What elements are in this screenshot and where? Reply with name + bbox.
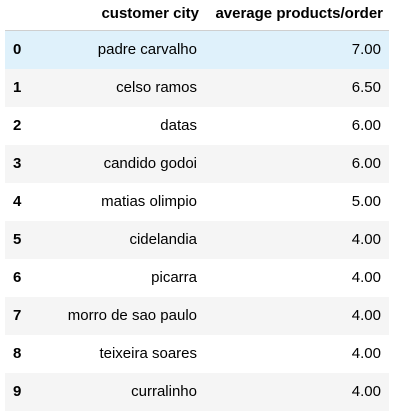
table-row: 3 candido godoi 6.00 (5, 145, 389, 183)
table-row: 7 morro de sao paulo 4.00 (5, 297, 389, 335)
average-products-cell: 5.00 (351, 193, 381, 210)
customer-city-cell: datas (160, 117, 197, 134)
customer-city-cell: curralinho (131, 383, 197, 400)
table-row: 4 matias olimpio 5.00 (5, 183, 389, 221)
customer-city-cell: padre carvalho (97, 41, 197, 58)
customer-city-cell: matias olimpio (101, 193, 197, 210)
table-row: 9 curralinho 4.00 (5, 373, 389, 411)
average-products-cell: 6.50 (351, 79, 381, 96)
column-header-average-products-order: average products/order (205, 0, 389, 31)
dataframe-table: customer city average products/order 0 p… (5, 0, 389, 411)
table-body: 0 padre carvalho 7.00 1 celso ramos 6.50… (5, 30, 389, 411)
row-index: 9 (13, 383, 22, 400)
table-row: 8 teixeira soares 4.00 (5, 335, 389, 373)
average-products-cell: 4.00 (351, 383, 381, 400)
table-header: customer city average products/order (5, 0, 389, 31)
column-header-customer-city: customer city (41, 0, 205, 31)
average-products-cell: 6.00 (351, 155, 381, 172)
index-header (5, 0, 41, 31)
average-products-cell: 4.00 (351, 345, 381, 362)
average-products-cell: 4.00 (351, 231, 381, 248)
customer-city-cell: picarra (151, 269, 197, 286)
row-index: 8 (13, 345, 22, 362)
customer-city-cell: teixeira soares (99, 345, 197, 362)
average-products-cell: 6.00 (351, 117, 381, 134)
row-index: 1 (13, 79, 22, 96)
customer-city-cell: morro de sao paulo (67, 307, 197, 324)
header-row: customer city average products/order (5, 0, 389, 31)
row-index: 0 (13, 41, 22, 58)
average-products-cell: 7.00 (351, 41, 381, 58)
average-products-cell: 4.00 (351, 307, 381, 324)
customer-city-cell: candido godoi (103, 155, 197, 172)
row-index: 7 (13, 307, 22, 324)
table-row: 5 cidelandia 4.00 (5, 221, 389, 259)
table-row: 0 padre carvalho 7.00 (5, 30, 389, 69)
row-index: 5 (13, 231, 22, 248)
customer-city-cell: celso ramos (116, 79, 197, 96)
row-index: 6 (13, 269, 22, 286)
row-index: 4 (13, 193, 22, 210)
row-index: 3 (13, 155, 22, 172)
customer-city-cell: cidelandia (129, 231, 197, 248)
table-row: 2 datas 6.00 (5, 107, 389, 145)
row-index: 2 (13, 117, 22, 134)
table-row: 1 celso ramos 6.50 (5, 69, 389, 107)
table-row: 6 picarra 4.00 (5, 259, 389, 297)
average-products-cell: 4.00 (351, 269, 381, 286)
